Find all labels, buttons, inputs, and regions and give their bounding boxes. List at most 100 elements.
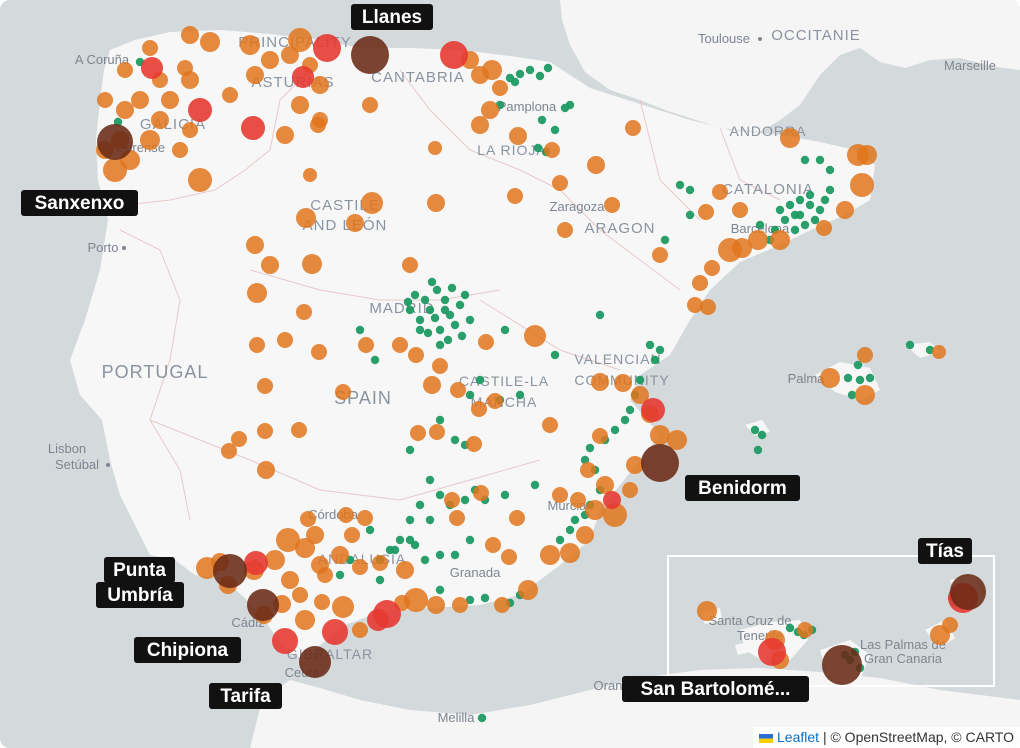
listing-point-large[interactable]	[440, 41, 468, 69]
callout-sanxenxo[interactable]: Sanxenxo	[21, 190, 138, 216]
listing-point-largest[interactable]	[213, 554, 247, 588]
listing-point-medium[interactable]	[712, 184, 728, 200]
listing-point-medium[interactable]	[592, 428, 608, 444]
listing-point-small[interactable]	[425, 475, 435, 485]
listing-point-large[interactable]	[322, 619, 348, 645]
listing-point-small[interactable]	[570, 515, 580, 525]
listing-point-small[interactable]	[565, 525, 575, 535]
listing-point-medium[interactable]	[408, 347, 424, 363]
listing-point-medium[interactable]	[444, 492, 460, 508]
listing-point-medium[interactable]	[650, 425, 670, 445]
listing-point-small[interactable]	[775, 205, 785, 215]
listing-point-small[interactable]	[435, 490, 445, 500]
listing-point-medium[interactable]	[295, 538, 315, 558]
listing-point-medium[interactable]	[452, 597, 468, 613]
listing-point-medium[interactable]	[591, 373, 609, 391]
listing-point-small[interactable]	[423, 328, 433, 338]
listing-point-medium[interactable]	[466, 436, 482, 452]
listing-point-medium[interactable]	[261, 256, 279, 274]
listing-point-medium[interactable]	[103, 158, 127, 182]
listing-point-medium[interactable]	[604, 197, 620, 213]
listing-point-medium[interactable]	[402, 257, 418, 273]
listing-point-small[interactable]	[440, 295, 450, 305]
listing-point-medium[interactable]	[492, 80, 508, 96]
callout-punta-1[interactable]: Punta	[104, 557, 175, 583]
listing-point-small[interactable]	[465, 595, 475, 605]
listing-point-medium[interactable]	[518, 580, 538, 600]
listing-point-medium[interactable]	[306, 526, 324, 544]
listing-point-medium[interactable]	[257, 423, 273, 439]
listing-point-medium[interactable]	[748, 230, 768, 250]
listing-point-medium[interactable]	[471, 401, 487, 417]
listing-point-medium[interactable]	[331, 546, 349, 564]
listing-point-medium[interactable]	[196, 557, 218, 579]
listing-point-small[interactable]	[905, 340, 915, 350]
listing-point-largest[interactable]	[97, 124, 133, 160]
listing-point-small[interactable]	[620, 415, 630, 425]
listing-point-medium[interactable]	[544, 142, 560, 158]
listing-point-large[interactable]	[241, 116, 265, 140]
listing-point-medium[interactable]	[357, 510, 373, 526]
listing-point-medium[interactable]	[494, 597, 510, 613]
listing-point-medium[interactable]	[820, 368, 840, 388]
callout-benidorm[interactable]: Benidorm	[685, 475, 800, 501]
listing-point-small[interactable]	[465, 315, 475, 325]
listing-point-medium[interactable]	[471, 116, 489, 134]
listing-point-largest[interactable]	[641, 444, 679, 482]
listing-point-medium[interactable]	[344, 527, 360, 543]
listing-point-medium[interactable]	[281, 46, 299, 64]
callout-chipiona[interactable]: Chipiona	[134, 637, 241, 663]
listing-point-medium[interactable]	[346, 214, 364, 232]
listing-point-medium[interactable]	[540, 545, 560, 565]
listing-point-medium[interactable]	[188, 168, 212, 192]
listing-point-small[interactable]	[425, 515, 435, 525]
listing-point-medium[interactable]	[622, 482, 638, 498]
listing-point-small[interactable]	[460, 495, 470, 505]
listing-point-small[interactable]	[460, 290, 470, 300]
listing-point-medium[interactable]	[182, 122, 198, 138]
listing-point-medium[interactable]	[222, 87, 238, 103]
listing-point-medium[interactable]	[942, 617, 958, 633]
listing-point-small[interactable]	[855, 375, 865, 385]
listing-point-small[interactable]	[610, 425, 620, 435]
listing-point-medium[interactable]	[246, 66, 264, 84]
callout-llanes[interactable]: Llanes	[351, 4, 433, 30]
listing-point-small[interactable]	[427, 277, 437, 287]
listing-point-medium[interactable]	[857, 145, 877, 165]
listing-point-medium[interactable]	[277, 332, 293, 348]
listing-point-small[interactable]	[500, 325, 510, 335]
listing-point-medium[interactable]	[410, 425, 426, 441]
listing-point-small[interactable]	[395, 535, 405, 545]
listing-point-small[interactable]	[750, 425, 760, 435]
listing-point-small[interactable]	[645, 340, 655, 350]
leaflet-link[interactable]: Leaflet	[777, 729, 820, 745]
callout-san-bartolome[interactable]: San Bartolomé...	[622, 676, 809, 702]
listing-point-small[interactable]	[537, 115, 547, 125]
listing-point-medium[interactable]	[482, 60, 502, 80]
callout-punta-2[interactable]: Umbría	[96, 582, 184, 608]
listing-point-small[interactable]	[825, 185, 835, 195]
listing-point-small[interactable]	[500, 490, 510, 500]
listing-point-medium[interactable]	[142, 40, 158, 56]
listing-point-small[interactable]	[790, 210, 800, 220]
callout-tias[interactable]: Tías	[918, 538, 972, 564]
listing-point-medium[interactable]	[303, 168, 317, 182]
listing-point-small[interactable]	[405, 305, 415, 315]
listing-point-medium[interactable]	[625, 120, 641, 136]
listing-point-medium[interactable]	[291, 422, 307, 438]
listing-point-medium[interactable]	[542, 417, 558, 433]
listing-point-medium[interactable]	[240, 35, 260, 55]
listing-point-medium[interactable]	[429, 424, 445, 440]
listing-point-medium[interactable]	[427, 194, 445, 212]
listing-point-small[interactable]	[753, 445, 763, 455]
listing-point-small[interactable]	[815, 205, 825, 215]
listing-point-medium[interactable]	[850, 173, 874, 197]
listing-point-medium[interactable]	[310, 117, 326, 133]
listing-point-small[interactable]	[365, 525, 375, 535]
listing-point-medium[interactable]	[603, 503, 627, 527]
listing-point-medium[interactable]	[560, 543, 580, 563]
listing-point-medium[interactable]	[161, 91, 179, 109]
listing-point-small[interactable]	[525, 65, 535, 75]
listing-point-large[interactable]	[292, 66, 314, 88]
